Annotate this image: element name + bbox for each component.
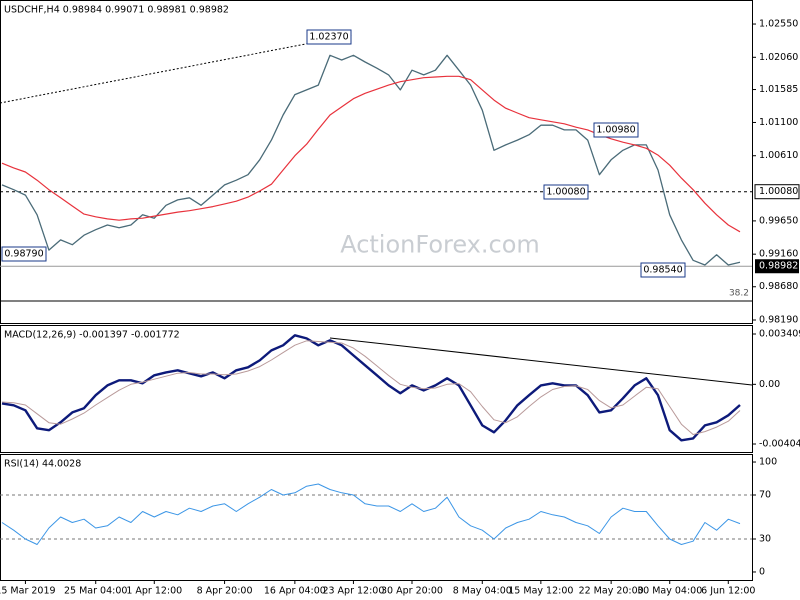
y-tick-label: 0.98680 bbox=[759, 281, 798, 292]
series-line bbox=[1, 340, 741, 435]
y-tick-label: 0.99160 bbox=[759, 249, 798, 260]
watermark: ActionForex.com bbox=[340, 230, 540, 258]
y-tick-label: 1.02550 bbox=[759, 19, 798, 30]
annotation: 1.00080 bbox=[546, 187, 585, 198]
fib-label: 38.2 bbox=[729, 289, 749, 299]
y-tick-label: 0.00 bbox=[759, 379, 780, 390]
annotation-box bbox=[543, 184, 589, 200]
annotation: 1.00980 bbox=[596, 125, 635, 136]
panel-frame bbox=[0, 454, 753, 581]
y-tick-label: 0.98190 bbox=[759, 315, 798, 326]
x-tick-label: 1 Apr 12:00 bbox=[126, 586, 182, 597]
annotation: 1.02370 bbox=[309, 32, 348, 43]
panel-title: MACD(12,26,9) -0.001397 -0.001772 bbox=[4, 330, 180, 341]
x-tick-label: 15 May 12:00 bbox=[508, 586, 573, 597]
x-tick-label: 30 May 04:00 bbox=[637, 586, 702, 597]
y-tick-label: 1.02060 bbox=[759, 52, 798, 63]
y-tick-label: 0.003409 bbox=[759, 328, 800, 339]
series-line bbox=[1, 54, 741, 266]
price-box-label: 0.98982 bbox=[759, 261, 798, 272]
annotation-box bbox=[306, 29, 352, 45]
series-line bbox=[1, 334, 741, 442]
x-tick-label: 15 Mar 2019 bbox=[0, 586, 56, 597]
x-tick-label: 22 May 20:00 bbox=[579, 586, 644, 597]
y-tick-label: 1.01100 bbox=[759, 117, 798, 128]
price-box bbox=[755, 259, 799, 274]
x-tick-label: 25 Mar 04:00 bbox=[64, 586, 127, 597]
annotation-box bbox=[640, 262, 686, 278]
y-tick-label: 0.99650 bbox=[759, 215, 798, 226]
panel-frame bbox=[0, 0, 753, 324]
x-tick-label: 23 Apr 12:00 bbox=[322, 586, 384, 597]
annotation: 0.98790 bbox=[4, 249, 43, 260]
annotation-box bbox=[1, 246, 47, 262]
panel-frame bbox=[0, 325, 753, 453]
x-tick-label: 8 Apr 20:00 bbox=[197, 586, 253, 597]
macd-trend-line bbox=[329, 337, 753, 386]
price-box bbox=[754, 184, 800, 200]
y-tick-label: -0.004043 bbox=[759, 439, 800, 450]
panel-title: USDCHF,H4 0.98984 0.99071 0.98981 0.9898… bbox=[4, 5, 229, 16]
y-tick-label: 1.00610 bbox=[759, 150, 798, 161]
annotation-box bbox=[593, 122, 639, 138]
price-box-label: 1.00080 bbox=[759, 186, 798, 197]
y-tick-label: 70 bbox=[759, 490, 771, 501]
x-tick-label: 16 Apr 04:00 bbox=[264, 586, 326, 597]
x-tick-label: 30 Apr 20:00 bbox=[381, 586, 443, 597]
annotation: 0.98540 bbox=[643, 265, 682, 276]
x-tick-label: 8 May 04:00 bbox=[453, 586, 512, 597]
y-tick-label: 30 bbox=[759, 533, 771, 544]
series-line bbox=[1, 75, 741, 233]
y-tick-label: 0 bbox=[759, 566, 765, 577]
series-line bbox=[1, 483, 741, 545]
y-tick-label: 100 bbox=[759, 457, 777, 468]
y-tick-label: 1.01585 bbox=[759, 84, 798, 95]
panel-title: RSI(14) 44.0028 bbox=[4, 459, 81, 470]
x-tick-label: 6 Jun 12:00 bbox=[701, 586, 755, 597]
